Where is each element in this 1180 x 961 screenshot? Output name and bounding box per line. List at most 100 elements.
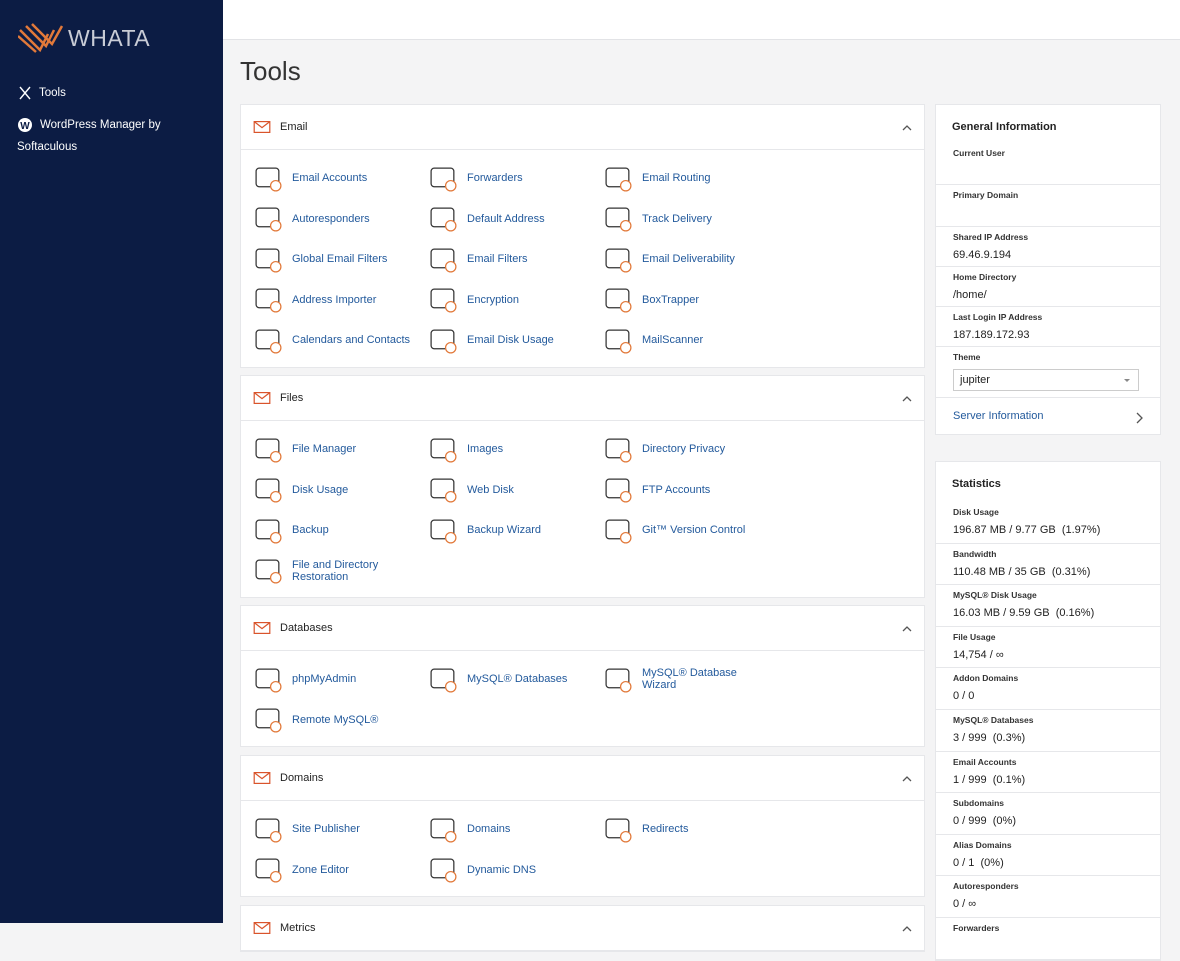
tool-item[interactable]: File and Directory Restoration — [253, 551, 428, 592]
tool-label: Disk Usage — [292, 483, 349, 496]
tool-label: Directory Privacy — [642, 443, 726, 456]
tool-label: Forwarders — [467, 172, 523, 185]
tool-icon — [605, 818, 632, 843]
section-title: Files — [280, 392, 304, 404]
tool-item[interactable]: FTP Accounts — [603, 470, 778, 511]
stat-row: MySQL® Databases 3 / 999 (0.3%) — [936, 710, 1160, 752]
tool-icon — [255, 668, 282, 693]
tool-icon — [430, 167, 457, 192]
stat-label: Bandwidth — [953, 548, 997, 559]
section-title: Metrics — [280, 922, 316, 934]
server-info-link[interactable]: Server Information — [936, 398, 1160, 434]
section-icon — [253, 622, 271, 634]
page-title: Tools — [240, 56, 301, 86]
tool-item[interactable]: Dynamic DNS — [428, 850, 603, 891]
tool-item[interactable]: Track Delivery — [603, 199, 778, 240]
tool-item[interactable]: Disk Usage — [253, 470, 428, 511]
tool-item[interactable]: Email Disk Usage — [428, 320, 603, 361]
info-label: Home Directory — [953, 272, 1017, 282]
stat-row: MySQL® Disk Usage 16.03 MB / 9.59 GB (0.1… — [936, 585, 1160, 627]
info-row: Current User — [936, 143, 1160, 185]
section-icon — [253, 392, 271, 404]
stat-label: File Usage — [953, 631, 996, 642]
info-label: Current User — [953, 148, 1005, 158]
tool-item[interactable]: Backup Wizard — [428, 510, 603, 551]
tool-icon — [430, 288, 457, 313]
stat-value: 14,754 / ∞ — [953, 648, 1004, 661]
info-row: Theme jupiter — [936, 347, 1160, 398]
tool-item[interactable]: Images — [428, 429, 603, 470]
tool-item[interactable]: Global Email Filters — [253, 239, 428, 280]
stat-value: 110.48 MB / 35 GB (0.31%) — [953, 565, 1091, 578]
tool-item[interactable]: Encryption — [428, 280, 603, 321]
collapse-chevron[interactable] — [902, 123, 912, 131]
tool-item[interactable]: Autoresponders — [253, 199, 428, 240]
collapse-chevron[interactable] — [902, 394, 912, 402]
tool-item[interactable]: Directory Privacy — [603, 429, 778, 470]
tool-item[interactable]: MySQL® Databases — [428, 659, 603, 700]
tool-item[interactable]: File Manager — [253, 429, 428, 470]
tool-icon — [255, 288, 282, 313]
tool-label: MySQL® Database Wizard — [642, 667, 737, 692]
section-header[interactable]: Files — [241, 376, 924, 421]
section-header[interactable]: Email — [241, 105, 924, 150]
collapse-chevron[interactable] — [902, 624, 912, 632]
tool-label: Domains — [467, 823, 511, 836]
tool-icon — [255, 167, 282, 192]
tool-label: Redirects — [642, 823, 689, 836]
tool-item[interactable]: phpMyAdmin — [253, 659, 428, 700]
section: Email Email Accounts Forwarders Email Routi… — [240, 104, 925, 368]
stat-value: 0 / 1 (0%) — [953, 856, 1004, 869]
tool-label: Images — [467, 443, 504, 456]
section-header[interactable]: Metrics — [241, 906, 924, 951]
tool-item[interactable]: Email Filters — [428, 239, 603, 280]
tool-item[interactable]: Email Deliverability — [603, 239, 778, 280]
tool-item[interactable]: MailScanner — [603, 320, 778, 361]
theme-select[interactable]: jupiter — [953, 369, 1139, 391]
info-label: Last Login IP Address — [953, 312, 1043, 322]
tool-icon — [605, 248, 632, 273]
stat-row: Email Accounts 1 / 999 (0.1%) — [936, 752, 1160, 794]
section-header[interactable]: Databases — [241, 606, 924, 651]
tool-item[interactable]: Web Disk — [428, 470, 603, 511]
tool-item[interactable]: Zone Editor — [253, 850, 428, 891]
tool-icon — [430, 248, 457, 273]
tool-item[interactable]: BoxTrapper — [603, 280, 778, 321]
tool-item[interactable]: Domains — [428, 809, 603, 850]
tool-item[interactable]: Backup — [253, 510, 428, 551]
tool-label: Remote MySQL® — [292, 713, 379, 726]
collapse-chevron[interactable] — [902, 924, 912, 932]
stat-row: Autoresponders 0 / ∞ — [936, 876, 1160, 918]
info-label: Theme — [953, 352, 981, 362]
info-value — [953, 162, 1143, 184]
tool-label: Email Disk Usage — [467, 334, 554, 347]
tool-item[interactable]: Calendars and Contacts — [253, 320, 428, 361]
section-header[interactable]: Domains — [241, 756, 924, 801]
tool-item[interactable]: Address Importer — [253, 280, 428, 321]
stat-value: 3 / 999 (0.3%) — [953, 731, 1026, 744]
tool-item[interactable]: Email Routing — [603, 158, 778, 199]
tool-item[interactable]: Remote MySQL® — [253, 700, 428, 741]
tool-item[interactable]: MySQL® Database Wizard — [603, 659, 778, 700]
tool-label: File and Directory Restoration — [292, 558, 379, 583]
nav-tools[interactable]: Tools — [17, 82, 207, 104]
tool-icon — [605, 329, 632, 354]
tool-label: Encryption — [467, 293, 519, 306]
tool-item[interactable]: Git™ Version Control — [603, 510, 778, 551]
tool-item[interactable]: Email Accounts — [253, 158, 428, 199]
tool-item[interactable]: Default Address — [428, 199, 603, 240]
tool-item[interactable]: Site Publisher — [253, 809, 428, 850]
nav-icon — [19, 86, 31, 100]
tool-item[interactable]: Redirects — [603, 809, 778, 850]
link-text: Server Information — [953, 410, 1044, 422]
stat-value: 0 / ∞ — [953, 898, 977, 911]
stat-label: Email Accounts — [953, 756, 1017, 767]
section-title: Domains — [280, 772, 324, 784]
tool-item[interactable]: Forwarders — [428, 158, 603, 199]
tool-icon — [430, 818, 457, 843]
logo: WHATA — [18, 22, 150, 54]
nav-wordpress[interactable]: W WordPress Manager by Softaculous — [17, 114, 207, 158]
collapse-chevron[interactable] — [902, 774, 912, 782]
tool-grid: Site Publisher Domains Redirects Zone Edito… — [241, 801, 924, 896]
tool-label: Track Delivery — [642, 212, 712, 225]
